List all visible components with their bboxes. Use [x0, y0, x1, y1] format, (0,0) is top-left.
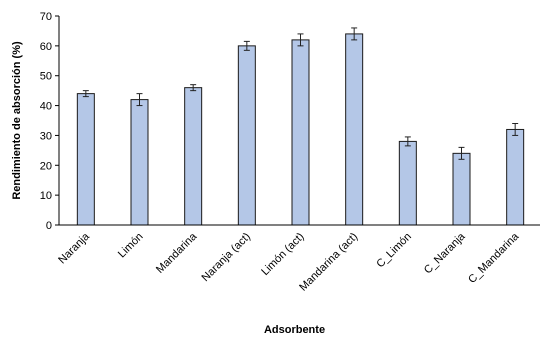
x-tick-label: Limón (act)	[259, 231, 306, 278]
bar	[291, 39, 310, 226]
y-tick-label: 30	[40, 130, 52, 142]
y-tick-label: 50	[40, 71, 52, 83]
x-tick-label: Limón	[116, 231, 146, 261]
bar	[345, 33, 364, 226]
bar	[398, 140, 417, 226]
x-tick-label: C_Naranja	[422, 230, 468, 276]
x-tick-label: C_Limón	[374, 231, 414, 271]
bar	[130, 99, 149, 226]
y-tick-label: 10	[40, 190, 52, 202]
y-tick-label: 70	[40, 11, 52, 23]
x-tick-label: C_Mandarina	[466, 230, 522, 286]
bar	[237, 45, 256, 226]
y-axis-ticks: 0 10 20 30 40 50 60 70	[40, 11, 59, 232]
bar	[76, 93, 95, 226]
error-bars	[82, 27, 519, 160]
y-tick-label: 20	[40, 160, 52, 172]
bar	[184, 87, 203, 226]
y-axis-title: Rendimiento de absorción (%)	[11, 41, 23, 200]
x-axis-labels: Naranja Limón Mandarina Naranja (act) Limón …	[56, 230, 522, 294]
x-tick-label: Naranja	[56, 230, 92, 266]
y-tick-label: 0	[46, 220, 52, 232]
x-tick-label: Naranja (act)	[200, 231, 253, 284]
bars	[76, 33, 525, 226]
x-tick-label: Mandarina	[154, 230, 200, 276]
x-tick-label: Mandarina (act)	[297, 231, 360, 294]
y-tick-label: 60	[40, 41, 52, 53]
bar	[452, 152, 471, 226]
bar	[506, 128, 525, 226]
y-tick-label: 40	[40, 101, 52, 113]
x-axis-title: Adsorbente	[264, 324, 325, 336]
